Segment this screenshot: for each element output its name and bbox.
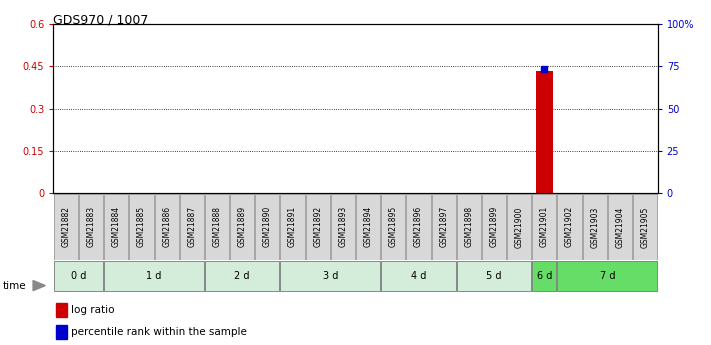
FancyBboxPatch shape	[331, 194, 355, 260]
FancyBboxPatch shape	[79, 194, 103, 260]
Text: 7 d: 7 d	[599, 271, 615, 281]
Text: 0 d: 0 d	[71, 271, 86, 281]
Text: GSM21902: GSM21902	[565, 206, 574, 247]
Text: GSM21892: GSM21892	[314, 206, 322, 247]
Text: GSM21885: GSM21885	[137, 206, 146, 247]
FancyBboxPatch shape	[230, 194, 255, 260]
FancyBboxPatch shape	[456, 194, 481, 260]
FancyBboxPatch shape	[280, 261, 380, 291]
Text: GSM21891: GSM21891	[288, 206, 297, 247]
Text: GDS970 / 1007: GDS970 / 1007	[53, 14, 149, 27]
FancyBboxPatch shape	[381, 261, 456, 291]
FancyBboxPatch shape	[154, 194, 178, 260]
Text: GSM21895: GSM21895	[389, 206, 397, 247]
Text: 4 d: 4 d	[411, 271, 426, 281]
Text: percentile rank within the sample: percentile rank within the sample	[71, 327, 247, 337]
Text: 5 d: 5 d	[486, 271, 502, 281]
Bar	[56, 325, 68, 339]
FancyBboxPatch shape	[105, 194, 129, 260]
Text: 1 d: 1 d	[146, 271, 161, 281]
Text: GSM21900: GSM21900	[515, 206, 524, 247]
FancyBboxPatch shape	[356, 194, 380, 260]
FancyBboxPatch shape	[306, 194, 330, 260]
Text: GSM21882: GSM21882	[61, 206, 70, 247]
Text: GSM21894: GSM21894	[363, 206, 373, 247]
FancyBboxPatch shape	[456, 261, 531, 291]
FancyBboxPatch shape	[432, 194, 456, 260]
FancyBboxPatch shape	[533, 261, 557, 291]
Text: GSM21899: GSM21899	[489, 206, 498, 247]
FancyBboxPatch shape	[129, 194, 154, 260]
Text: GSM21896: GSM21896	[414, 206, 423, 247]
Text: 2 d: 2 d	[235, 271, 250, 281]
FancyBboxPatch shape	[280, 194, 304, 260]
Text: GSM21884: GSM21884	[112, 206, 121, 247]
Text: GSM21893: GSM21893	[338, 206, 348, 247]
Text: GSM21888: GSM21888	[213, 206, 222, 247]
FancyBboxPatch shape	[255, 194, 279, 260]
FancyBboxPatch shape	[608, 194, 632, 260]
Text: 3 d: 3 d	[323, 271, 338, 281]
Text: GSM21905: GSM21905	[641, 206, 650, 247]
FancyBboxPatch shape	[557, 261, 657, 291]
FancyBboxPatch shape	[180, 194, 204, 260]
FancyBboxPatch shape	[205, 194, 229, 260]
Text: GSM21901: GSM21901	[540, 206, 549, 247]
Text: GSM21889: GSM21889	[237, 206, 247, 247]
Text: GSM21897: GSM21897	[439, 206, 448, 247]
FancyBboxPatch shape	[533, 194, 557, 260]
FancyBboxPatch shape	[633, 194, 657, 260]
Text: log ratio: log ratio	[71, 305, 115, 315]
Text: GSM21887: GSM21887	[187, 206, 196, 247]
Text: GSM21898: GSM21898	[464, 206, 474, 247]
Text: GSM21886: GSM21886	[162, 206, 171, 247]
Bar	[535, 71, 553, 193]
FancyBboxPatch shape	[205, 261, 279, 291]
Bar	[56, 304, 68, 317]
FancyBboxPatch shape	[105, 261, 204, 291]
FancyBboxPatch shape	[54, 194, 78, 260]
Text: GSM21903: GSM21903	[590, 206, 599, 247]
Text: GSM21883: GSM21883	[87, 206, 95, 247]
FancyBboxPatch shape	[557, 194, 582, 260]
Text: GSM21904: GSM21904	[616, 206, 624, 247]
Text: GSM21890: GSM21890	[263, 206, 272, 247]
FancyBboxPatch shape	[407, 194, 431, 260]
Text: 6 d: 6 d	[537, 271, 552, 281]
FancyBboxPatch shape	[507, 194, 531, 260]
Polygon shape	[33, 280, 46, 290]
FancyBboxPatch shape	[482, 194, 506, 260]
FancyBboxPatch shape	[582, 194, 606, 260]
Text: time: time	[3, 280, 26, 290]
FancyBboxPatch shape	[54, 261, 103, 291]
FancyBboxPatch shape	[381, 194, 405, 260]
